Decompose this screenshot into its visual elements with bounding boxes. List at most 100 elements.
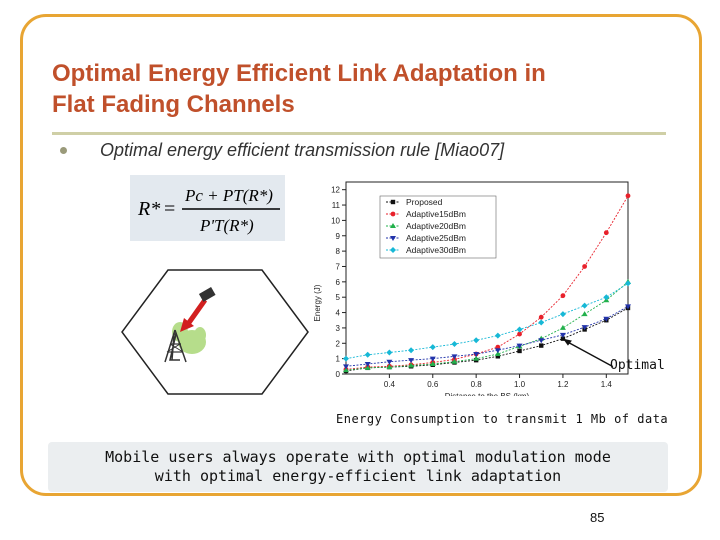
data-point-proposed [560, 336, 566, 341]
y-tick-label: 2 [336, 339, 341, 348]
data-point-adaptive25dbm [603, 316, 610, 322]
series-line-adaptive25dbm [345, 306, 629, 367]
data-point-adaptive20dbm [559, 324, 566, 330]
x-tick-label: 1.4 [601, 380, 613, 389]
legend-label: Adaptive20dBm [406, 221, 466, 231]
legend-label: Adaptive30dBm [406, 245, 466, 255]
legend-marker [390, 211, 396, 217]
data-point-adaptive25dbm [538, 338, 545, 344]
series-line-adaptive20dbm [345, 281, 629, 371]
data-point-adaptive20dbm [473, 355, 480, 361]
data-point-adaptive30dbm [473, 337, 480, 344]
y-tick-label: 10 [331, 216, 340, 225]
formula-lhs: R* [137, 198, 160, 220]
optimal-arrow [566, 341, 614, 368]
chart-caption: Energy Consumption to transmit 1 Mb of d… [336, 412, 669, 426]
optimal-annotation: Optimal [610, 358, 665, 373]
x-tick-label: 0.6 [427, 380, 439, 389]
data-point-adaptive30dbm [429, 344, 436, 351]
y-tick-label: 6 [336, 278, 341, 287]
cell-svg [121, 269, 309, 395]
series-line-adaptive15dbm [345, 195, 629, 370]
data-point-adaptive30dbm [538, 319, 545, 326]
data-point-adaptive20dbm [581, 311, 588, 317]
data-point-adaptive30dbm [451, 341, 458, 348]
note-line-2: with optimal energy-efficient link adapt… [154, 467, 562, 485]
data-point-adaptive20dbm [429, 361, 436, 367]
legend-label: Adaptive25dBm [406, 233, 466, 243]
slide-frame [20, 14, 702, 496]
data-point-adaptive25dbm [516, 343, 523, 349]
data-point-adaptive25dbm [625, 304, 631, 310]
x-tick-label: 0.4 [384, 380, 396, 389]
data-point-adaptive15dbm [582, 264, 588, 269]
data-point-adaptive20dbm [451, 358, 458, 364]
title-line-1: Optimal Energy Efficient Link Adaptation… [52, 60, 546, 87]
formula-box: R* = Pc + PT(R*) P'T(R*) [130, 175, 285, 241]
formula-denominator: P'T(R*) [199, 216, 254, 235]
legend-marker [390, 199, 396, 205]
legend-marker [390, 223, 396, 228]
data-point-adaptive30dbm [364, 351, 371, 358]
uplink-arrow [185, 298, 208, 326]
data-point-adaptive30dbm [516, 326, 523, 333]
title-line-2: Flat Fading Channels [52, 91, 295, 118]
mobile-phone-icon [198, 287, 216, 302]
data-point-adaptive15dbm [560, 293, 566, 299]
slide-title: Optimal Energy Efficient Link Adaptation… [52, 58, 672, 120]
y-tick-label: 5 [336, 293, 341, 302]
x-tick-label: 0.8 [471, 380, 483, 389]
page-number: 85 [590, 510, 605, 525]
note-line-1: Mobile users always operate with optimal… [105, 448, 611, 466]
y-tick-label: 0 [336, 370, 341, 379]
data-point-adaptive30dbm [581, 302, 588, 309]
legend-label: Adaptive15dBm [406, 209, 466, 219]
data-point-adaptive15dbm [517, 331, 522, 337]
data-point-adaptive25dbm [451, 354, 458, 360]
data-point-adaptive25dbm [364, 362, 371, 368]
formula-equals: = [164, 198, 175, 220]
base-station-tower-icon [164, 329, 187, 363]
plot-area: 01234567891011120.40.60.81.01.21.4Distan… [313, 181, 631, 396]
data-point-adaptive15dbm [538, 314, 544, 320]
data-point-adaptive15dbm [625, 193, 631, 199]
title-divider [52, 132, 666, 135]
y-axis-label: Energy (J) [313, 284, 322, 321]
y-tick-label: 8 [336, 247, 341, 256]
data-point-proposed [539, 343, 544, 348]
data-point-adaptive20dbm [343, 367, 349, 373]
legend-marker [390, 247, 396, 253]
y-tick-label: 3 [336, 324, 341, 333]
data-point-adaptive20dbm [364, 364, 371, 370]
legend-marker [390, 236, 396, 241]
data-point-adaptive25dbm [581, 325, 588, 331]
legend-box [379, 195, 497, 259]
y-tick-label: 4 [336, 309, 341, 318]
data-point-adaptive30dbm [408, 347, 415, 354]
data-point-adaptive25dbm [429, 356, 436, 362]
data-point-adaptive25dbm [408, 358, 415, 364]
hexagon-cell [121, 269, 309, 395]
data-point-adaptive30dbm [343, 355, 349, 362]
data-point-adaptive25dbm [343, 364, 349, 370]
data-point-proposed [517, 348, 522, 354]
data-point-adaptive30dbm [386, 349, 393, 356]
data-point-adaptive30dbm [603, 294, 610, 301]
uplink-arrow-head-icon [180, 318, 194, 332]
y-tick-label: 9 [336, 232, 341, 241]
y-tick-label: 7 [336, 262, 341, 271]
data-point-adaptive30dbm [494, 332, 501, 339]
data-point-adaptive20dbm [494, 351, 501, 357]
x-tick-label: 1.2 [557, 380, 569, 389]
data-point-adaptive20dbm [386, 364, 393, 370]
series-line-adaptive30dbm [345, 282, 629, 360]
formula-numerator: Pc + PT(R*) [184, 186, 273, 205]
x-axis-label: Distance to the BS (km) [445, 392, 530, 396]
legend-label: Proposed [406, 197, 443, 207]
bullet-text: Optimal energy efficient transmission ru… [100, 140, 505, 160]
optimal-arrow-head-icon [562, 338, 572, 346]
data-point-adaptive15dbm [603, 230, 609, 236]
data-point-adaptive30dbm [625, 280, 631, 287]
data-point-adaptive30dbm [559, 311, 566, 318]
y-tick-label: 12 [331, 186, 340, 195]
